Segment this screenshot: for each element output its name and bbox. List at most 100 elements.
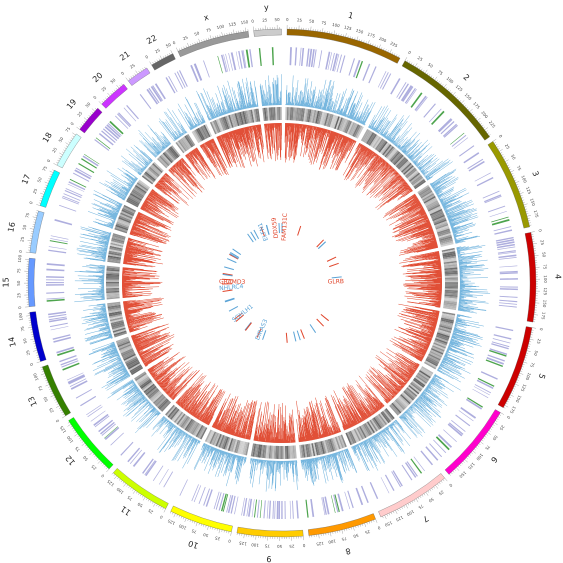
- blue-bar: [145, 400, 149, 403]
- heat-cell: [187, 420, 196, 433]
- blue-bar: [459, 288, 488, 291]
- blue-bar: [109, 353, 119, 359]
- heat-cell: [418, 186, 430, 195]
- blue-bar: [440, 196, 451, 202]
- blue-bar: [116, 206, 121, 209]
- chromosome-label: 12: [64, 453, 77, 467]
- red-bar: [365, 158, 384, 181]
- blue-bar: [332, 110, 334, 113]
- red-bar: [355, 149, 371, 172]
- blue-bar: [127, 179, 135, 185]
- blue-bar: [380, 430, 382, 433]
- blue-bar: [179, 429, 181, 431]
- blue-bar: [181, 134, 183, 136]
- blue-bar: [296, 460, 299, 482]
- blue-bar: [295, 460, 298, 490]
- heat-cell: [184, 418, 193, 431]
- blue-bar: [387, 137, 390, 140]
- heat-cell: [429, 208, 443, 216]
- blue-bar: [172, 430, 184, 448]
- band-mark: [102, 128, 118, 141]
- tick-mark: [341, 529, 343, 534]
- band-mark: [390, 78, 401, 95]
- blue-bar: [449, 220, 455, 223]
- tick-label: 25: [25, 349, 31, 356]
- heat-cell: [165, 404, 175, 416]
- heat-cell: [180, 416, 190, 428]
- blue-bar: [403, 413, 422, 434]
- blue-bar: [138, 392, 143, 396]
- blue-bar: [456, 245, 480, 251]
- tick-mark: [532, 243, 537, 245]
- blue-bar: [117, 355, 120, 357]
- blue-bar: [149, 404, 153, 407]
- band-mark: [98, 132, 114, 146]
- blue-bar: [142, 168, 145, 171]
- blue-bar: [218, 449, 220, 452]
- tick-mark: [514, 383, 519, 386]
- heat-cell: [444, 269, 458, 272]
- heat-cell: [106, 281, 120, 284]
- red-bar: [298, 124, 301, 137]
- heat-cell: [144, 384, 156, 395]
- blue-bar: [393, 123, 412, 145]
- heat-cell: [106, 280, 120, 282]
- tick-mark: [367, 40, 370, 45]
- blue-bar: [434, 185, 445, 192]
- blue-bar: [104, 317, 108, 319]
- blue-bar: [410, 151, 420, 161]
- tick-mark: [63, 149, 66, 151]
- blue-bar: [128, 186, 132, 189]
- blue-bar: [180, 431, 185, 437]
- blue-bar: [313, 458, 316, 466]
- heat-cell: [444, 295, 458, 299]
- red-bar: [407, 187, 411, 191]
- band-mark: [348, 58, 356, 76]
- red-bar: [294, 123, 299, 160]
- heat-cell: [326, 439, 332, 453]
- tick-label: 75: [24, 212, 30, 219]
- red-bar: [360, 144, 363, 147]
- blue-bar: [437, 188, 454, 198]
- blue-bar: [130, 184, 133, 187]
- heat-cell: [239, 111, 244, 125]
- blue-bar: [108, 356, 120, 362]
- heat-cell: [319, 111, 325, 125]
- heat-cell: [107, 306, 121, 310]
- tick-mark: [120, 480, 123, 483]
- blue-bar: [422, 162, 437, 174]
- blue-bar: [106, 223, 114, 227]
- red-bar: [341, 138, 352, 159]
- heat-cell: [106, 290, 120, 294]
- blue-bar: [183, 432, 186, 436]
- blue-bar: [406, 154, 408, 156]
- heat-cell: [158, 399, 169, 410]
- red-bar: [346, 137, 350, 143]
- blue-bar: [459, 299, 469, 301]
- heat-cell: [107, 260, 121, 264]
- blue-bar: [254, 100, 257, 107]
- heat-cell: [324, 439, 330, 453]
- tick-label: 50: [42, 396, 49, 403]
- red-bar: [324, 129, 327, 136]
- blue-bar: [236, 102, 239, 111]
- blue-bar: [444, 209, 448, 212]
- chromosome-label: 11: [119, 504, 132, 517]
- heat-cell: [148, 166, 160, 177]
- red-bar: [385, 194, 416, 215]
- blue-bar: [353, 114, 357, 121]
- blue-bar: [447, 347, 467, 355]
- blue-bar: [422, 392, 443, 408]
- tick-mark: [29, 228, 34, 230]
- red-bar: [337, 134, 343, 147]
- blue-bar: [152, 408, 156, 412]
- heat-cell: [437, 329, 451, 335]
- tick-label: 25: [76, 110, 83, 117]
- blue-bar: [446, 204, 469, 215]
- blue-bar: [81, 313, 107, 319]
- heat-cell: [107, 301, 121, 305]
- red-bar: [366, 154, 378, 169]
- blue-bar: [184, 432, 187, 436]
- tick-label: 150: [529, 198, 536, 207]
- red-bar: [414, 198, 419, 202]
